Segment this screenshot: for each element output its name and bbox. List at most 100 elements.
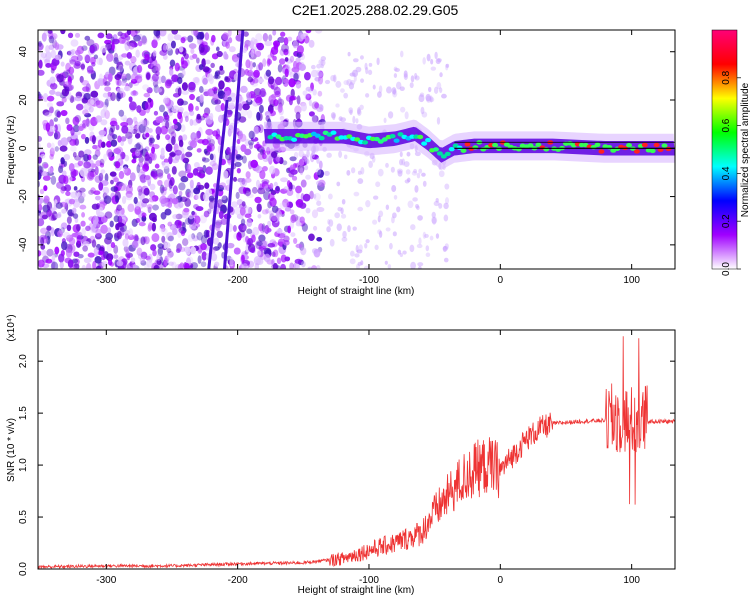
spectrogram-cell — [40, 236, 45, 246]
spectrogram-cell — [145, 132, 150, 138]
spectrogram-cell — [133, 196, 138, 205]
spectrogram-cell — [189, 110, 195, 116]
spectrogram-cell — [200, 243, 207, 251]
spectrogram-cell — [60, 61, 65, 67]
spectrogram-cell — [393, 73, 398, 78]
spectrogram-cell — [113, 254, 119, 259]
spectrogram-cell — [95, 228, 102, 238]
spectrogram-cell — [270, 151, 278, 159]
spectrogram-cell — [125, 131, 133, 140]
spectrogram-cell — [263, 247, 272, 256]
spectrogram-cell — [338, 150, 343, 158]
spectrogram-cell — [38, 197, 44, 204]
spectrogram-cell — [211, 253, 218, 262]
spectrogram-cell — [317, 169, 324, 178]
x-tick-label: 100 — [623, 275, 640, 286]
spectrogram-cell — [300, 34, 307, 40]
spectrogram-cell — [175, 248, 181, 254]
spectrogram-cell — [110, 117, 117, 125]
spectrogram-cell — [206, 144, 213, 153]
spectrogram-cell — [414, 72, 418, 80]
spectrogram-cell — [371, 155, 376, 163]
spectrogram-cell — [107, 227, 112, 234]
spectrogram-cell — [227, 159, 233, 166]
spectrogram-cell — [399, 151, 403, 158]
spectrogram-cell — [125, 184, 133, 194]
spectrogram-cell — [170, 40, 176, 49]
spectrogram-cell — [305, 207, 311, 214]
spectrogram-cell — [223, 170, 229, 179]
spectrogram-cell — [288, 78, 296, 88]
spectrogram-cell — [180, 100, 189, 106]
spectrogram-cell — [153, 264, 160, 269]
spectrogram-cell — [41, 32, 47, 42]
spectrogram-cell — [47, 166, 54, 174]
spectrogram-cell — [258, 62, 264, 71]
spectrogram-cell — [239, 133, 247, 142]
spectrogram-cell — [61, 208, 67, 214]
spectrogram-cell — [97, 250, 104, 256]
spectrogram-cell — [308, 233, 315, 241]
spectrogram-cell — [102, 92, 109, 98]
spectrogram-cell — [146, 72, 151, 80]
spectrogram-cell — [236, 231, 242, 241]
spectrogram-cell — [343, 154, 348, 160]
spectrogram-cell — [177, 263, 184, 269]
spectrogram-cell — [435, 233, 440, 239]
spectrogram-cell — [113, 215, 120, 223]
spectrogram-cell — [316, 236, 323, 242]
spectrogram-cell — [244, 138, 250, 147]
spectrogram-cell — [181, 82, 188, 91]
spectrogram-cell — [272, 55, 277, 61]
spectrogram-cell — [311, 265, 317, 269]
spectrogram-cell — [414, 185, 419, 193]
spectrogram-cell — [353, 191, 360, 197]
spectrogram-cell — [252, 62, 256, 68]
spectrogram-cell — [209, 160, 217, 167]
spectrogram-cell — [127, 203, 135, 213]
spectrogram-cell — [144, 153, 150, 162]
spectrogram-cell — [99, 172, 104, 182]
spectrogram-cell — [110, 242, 116, 249]
spectrogram-cell — [50, 142, 55, 152]
spectrogram-cell — [394, 67, 400, 72]
spectrogram-cell — [151, 195, 159, 202]
spectrogram-cell — [358, 244, 363, 252]
spectrogram-cell — [131, 158, 137, 164]
spectrogram-cell — [134, 75, 143, 84]
spectrogram-cell — [223, 93, 229, 103]
spectrogram-cell — [264, 227, 272, 233]
colorbar-tick-label: 0.4 — [721, 166, 732, 180]
spectrogram-cell — [45, 51, 52, 60]
spectrogram-cell — [88, 216, 96, 222]
colorbar-ticks: 0.0 0.2 0.4 0.6 0.8 — [721, 70, 741, 276]
spectrogram-cell — [113, 57, 119, 65]
spectrogram-cell — [378, 210, 384, 218]
spectrogram-cell — [268, 34, 273, 42]
y-tick-label: 20 — [18, 94, 29, 106]
spectrogram-cell — [114, 161, 121, 169]
spectrogram-cell — [215, 223, 221, 232]
spectrogram-cell — [209, 112, 214, 121]
spectrogram-cell — [267, 193, 275, 201]
spectrogram-cell — [236, 198, 243, 206]
spectrogram-cell — [66, 216, 72, 224]
spectrogram-cell — [400, 50, 404, 58]
spectrogram-cell — [111, 41, 115, 51]
spectrogram-cell — [165, 42, 173, 51]
spectrogram-cell — [156, 87, 163, 93]
spectrogram-cell — [129, 172, 136, 182]
ridge-peak — [397, 132, 404, 137]
spectrogram-cell — [115, 146, 124, 156]
spectrogram-cell — [305, 86, 312, 92]
spectrogram-cell — [68, 237, 76, 246]
spectrogram-cell — [256, 42, 265, 51]
spectrogram-cell — [72, 116, 80, 126]
spectrogram-cell — [141, 119, 150, 127]
spectrogram-cell — [73, 186, 78, 191]
spectrogram-cell — [286, 188, 294, 197]
spectrogram-cells — [38, 30, 450, 269]
spectrogram-cell — [204, 182, 210, 190]
spectrogram-cell — [101, 260, 108, 268]
spectrogram-cell — [128, 228, 134, 237]
